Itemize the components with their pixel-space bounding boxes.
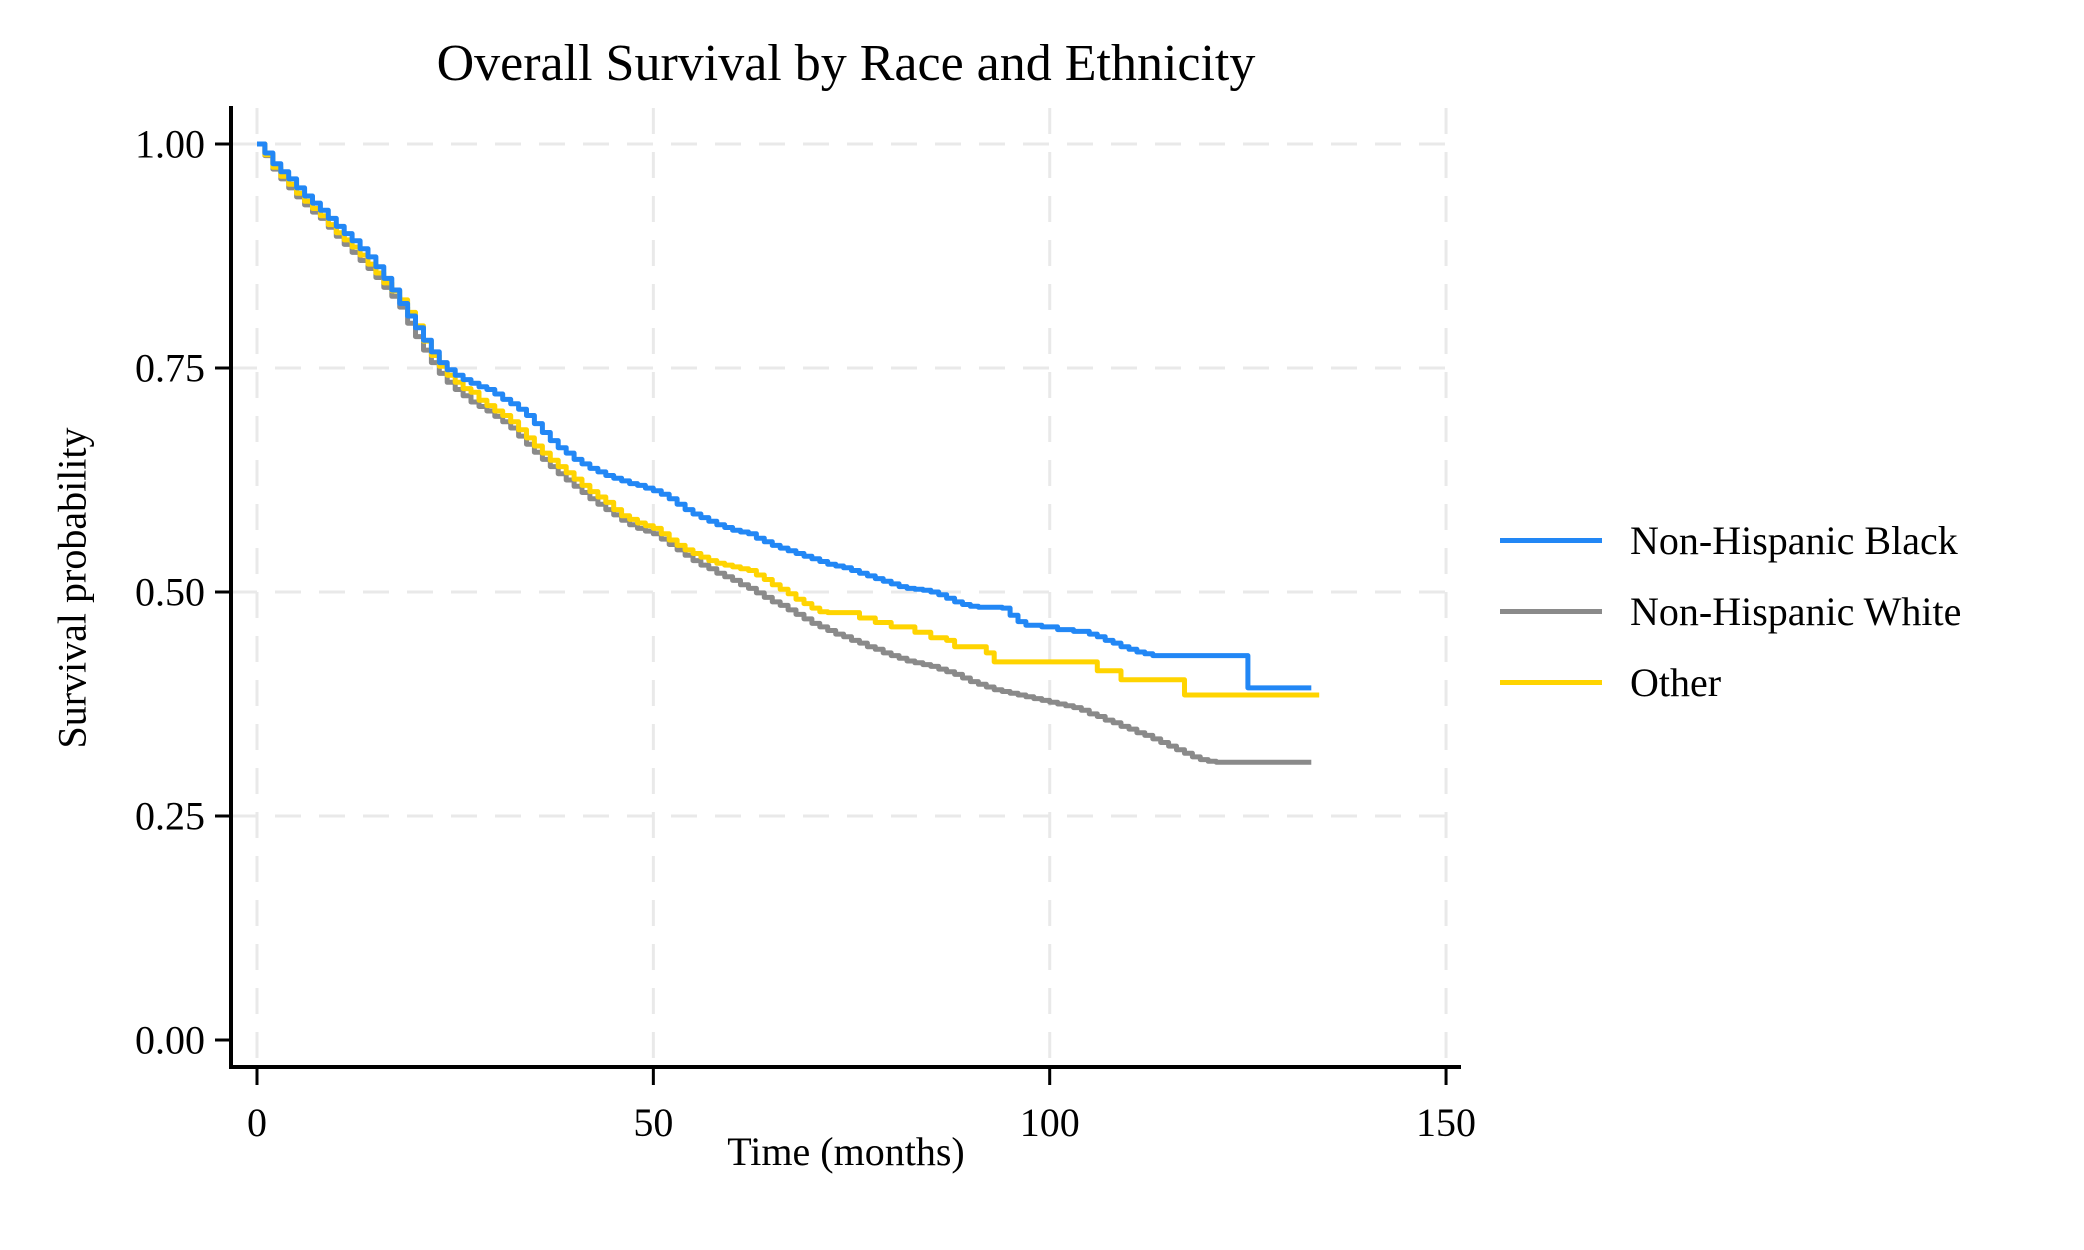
y-tick-label: 0.00 — [135, 1018, 205, 1063]
chart-title: Overall Survival by Race and Ethnicity — [436, 35, 1256, 92]
x-tick-label: 100 — [1020, 1100, 1080, 1145]
legend-line-swatch — [1500, 538, 1602, 543]
legend: Non-Hispanic Black Non-Hispanic White Othe… — [1500, 517, 1961, 730]
x-tick-label: 150 — [1416, 1100, 1476, 1145]
legend-label: Non-Hispanic Black — [1630, 518, 1958, 563]
km-curve-non-hispanic-black — [257, 141, 1312, 691]
x-tick-label: 0 — [247, 1100, 267, 1145]
y-axis-label: Survival probability — [49, 427, 95, 749]
legend-item: Non-Hispanic White — [1500, 588, 1961, 635]
legend-item: Other — [1500, 659, 1961, 706]
km-curve-other — [257, 141, 1320, 698]
legend-label: Other — [1630, 660, 1722, 705]
legend-line-swatch — [1500, 680, 1602, 685]
legend-item: Non-Hispanic Black — [1500, 517, 1961, 564]
y-tick-label: 0.75 — [135, 346, 205, 391]
x-tick-label: 50 — [633, 1100, 673, 1145]
legend-label: Non-Hispanic White — [1630, 589, 1962, 634]
km-curve-non-hispanic-white — [257, 141, 1312, 765]
legend-line-swatch — [1500, 609, 1602, 614]
y-tick-label: 1.00 — [135, 122, 205, 167]
x-axis-label: Time (months) — [727, 1129, 965, 1174]
y-tick-label: 0.50 — [135, 570, 205, 615]
y-tick-label: 0.25 — [135, 794, 205, 839]
